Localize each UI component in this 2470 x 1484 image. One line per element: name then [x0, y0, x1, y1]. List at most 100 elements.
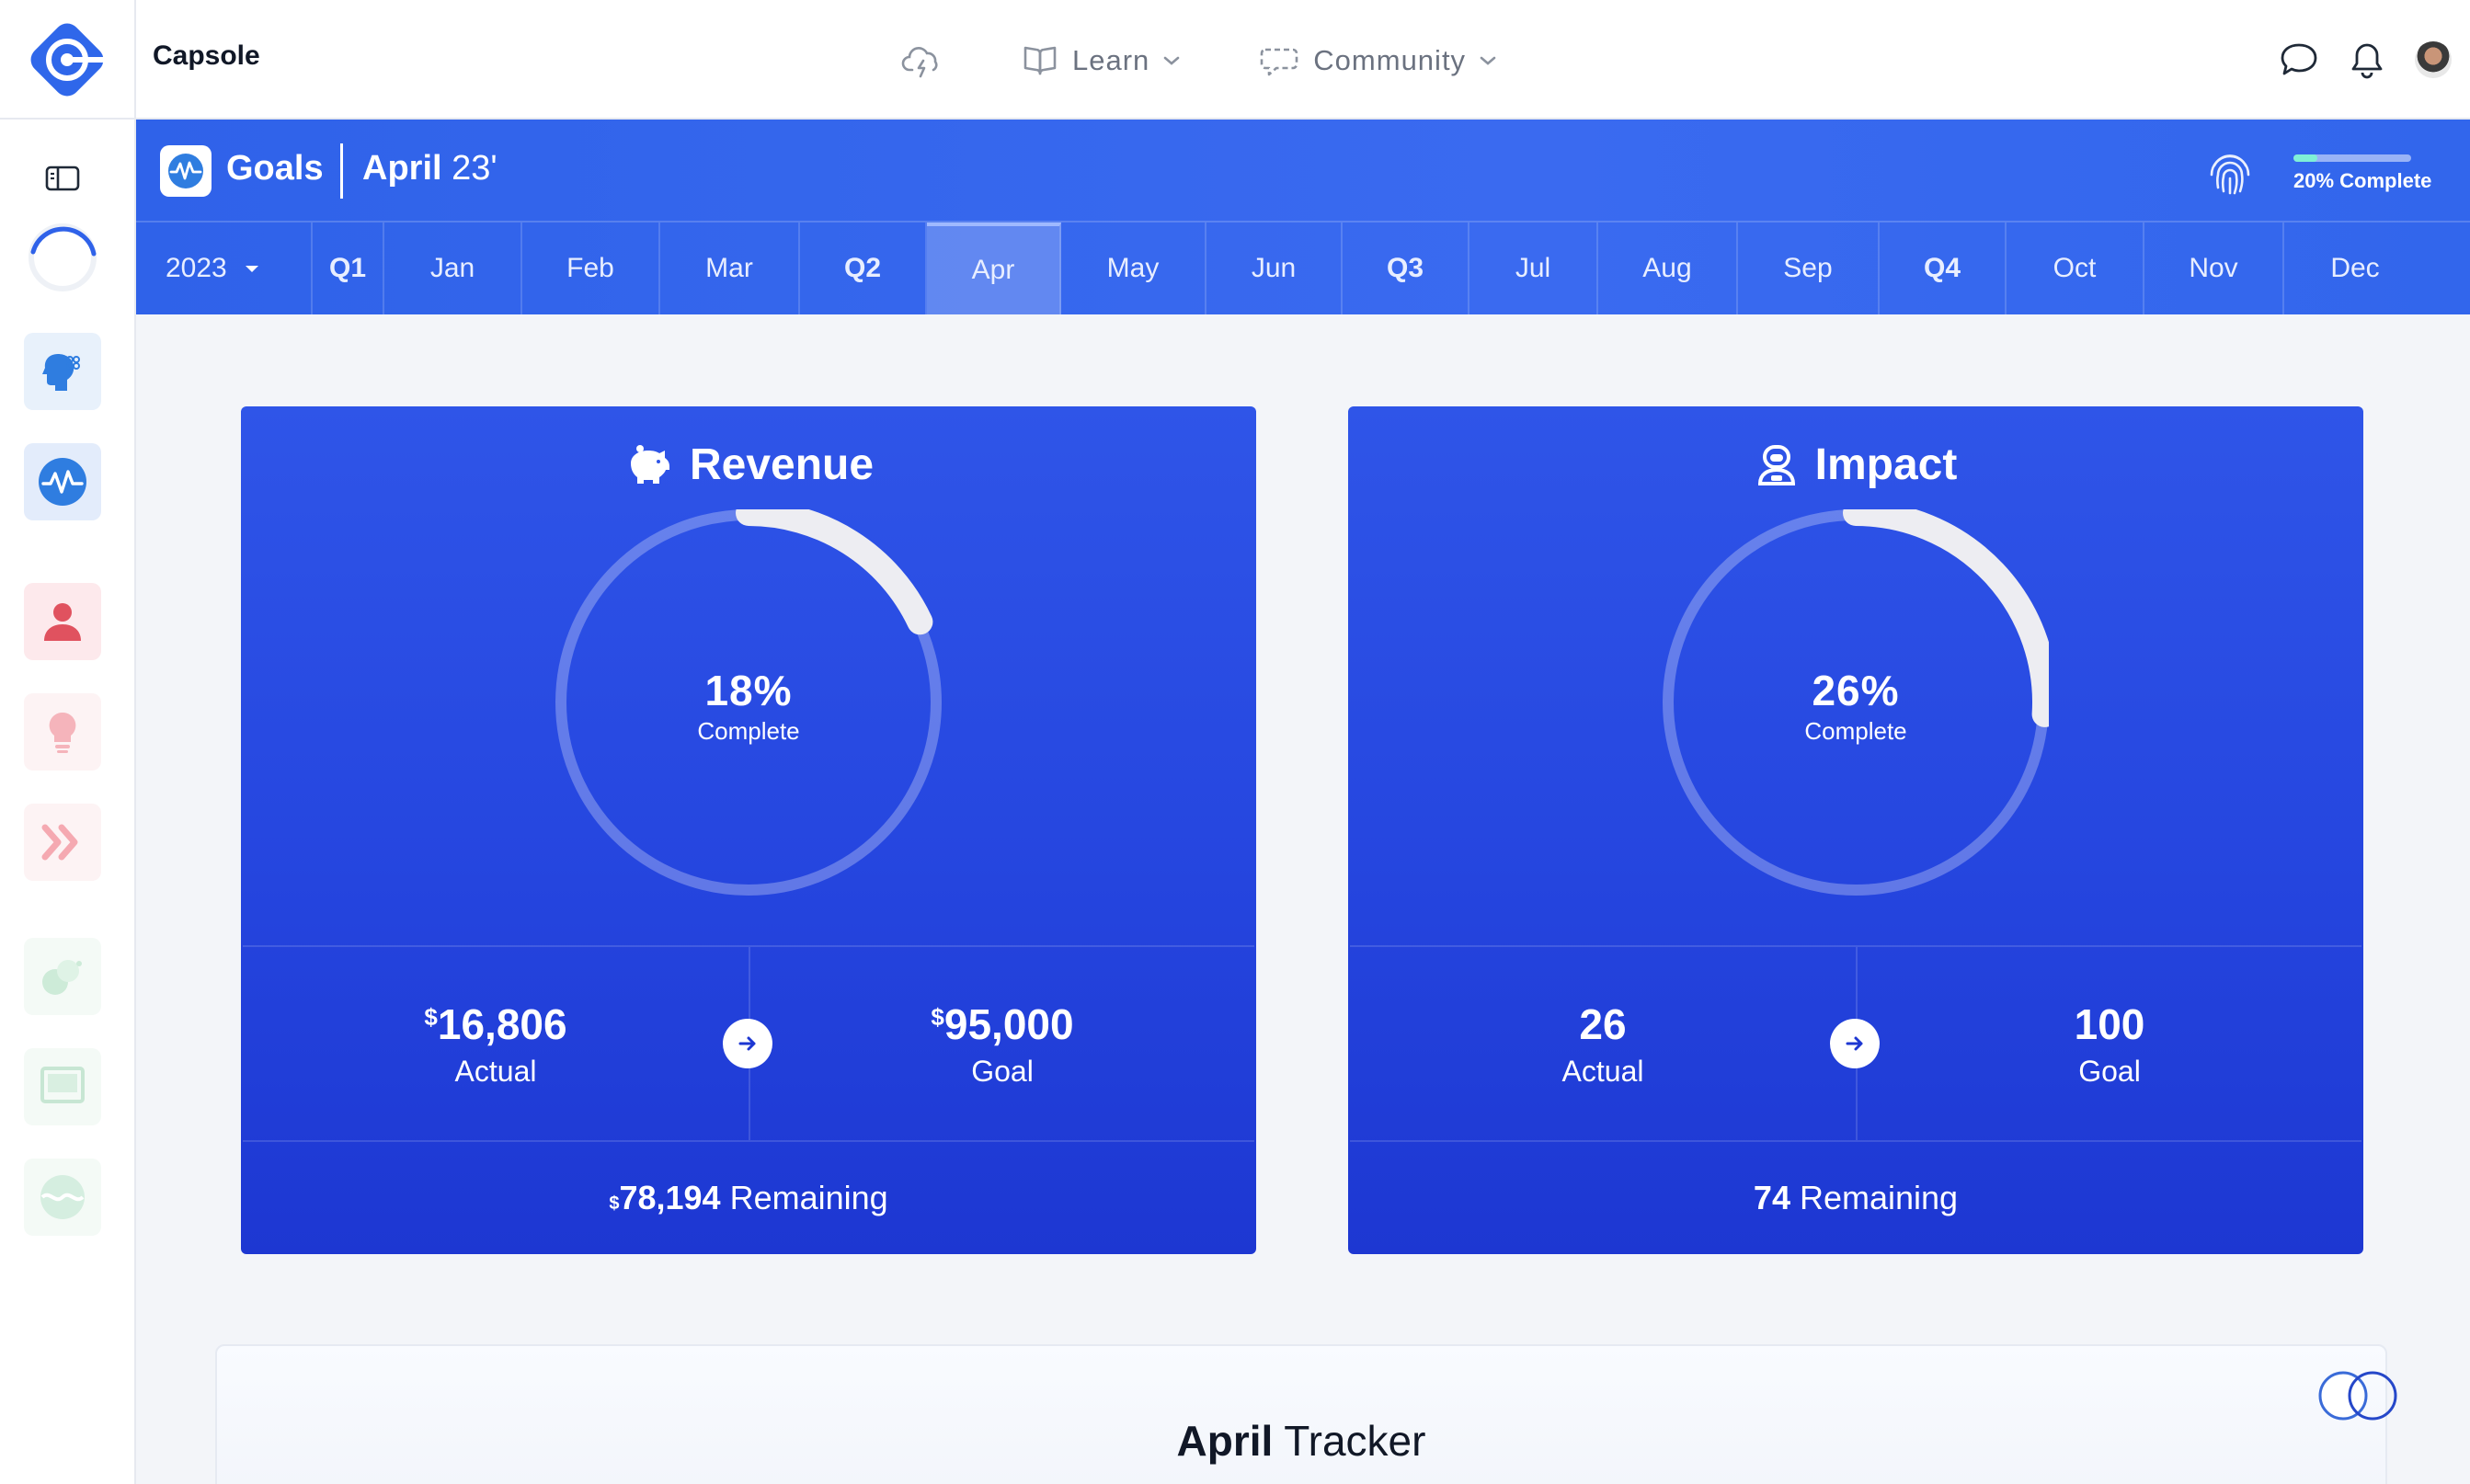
sidebar-item-forward[interactable] [24, 804, 101, 881]
view-toggle-icon[interactable] [2316, 1368, 2417, 1423]
sidebar-item-goals[interactable] [24, 443, 101, 520]
nav-item-learn[interactable]: Learn [1021, 42, 1181, 79]
impact-complete-label: Complete [1804, 717, 1907, 745]
sidebar-item-people[interactable] [24, 583, 101, 660]
sidebar-panel-toggle[interactable] [24, 140, 101, 217]
currency-symbol: $ [931, 1002, 944, 1031]
pulse-icon [39, 458, 86, 506]
avatar[interactable] [2415, 41, 2452, 78]
overall-progress: 20% Complete [2293, 154, 2431, 193]
current-month: April [362, 149, 442, 188]
tab-q2[interactable]: Q2 [800, 223, 927, 314]
impact-goal-value: 100 [2074, 999, 2145, 1048]
revenue-ring-text: 18% Complete [555, 666, 942, 746]
impact-remaining: 74 Remaining [1348, 1142, 2363, 1254]
tab-q1[interactable]: Q1 [313, 223, 384, 314]
fingerprint-icon[interactable] [2205, 147, 2255, 197]
tracker-title-rest: Tracker [1284, 1417, 1426, 1465]
year-select-value: 2023 [166, 253, 227, 283]
arrow-right-icon [738, 1036, 756, 1051]
impact-percent: 26% [1812, 667, 1900, 714]
revenue-card: Revenue 18% Complete $16,806 Actual $95,… [241, 406, 1256, 1254]
tab-may[interactable]: May [1061, 223, 1206, 314]
capsole-logo-icon [30, 23, 108, 97]
revenue-goal-value: $95,000 [931, 999, 1073, 1049]
tab-q4[interactable]: Q4 [1880, 223, 2007, 314]
lightbulb-icon [49, 712, 76, 753]
tab-aug[interactable]: Aug [1598, 223, 1738, 314]
tab-apr[interactable]: Apr [927, 223, 1061, 314]
currency-symbol: $ [609, 1193, 620, 1214]
goals-header: Goals April 23' 20% Complete [136, 120, 2470, 314]
logo[interactable] [0, 0, 136, 120]
title-divider [340, 143, 343, 199]
caret-down-icon [245, 266, 258, 272]
sidebar-item-progress[interactable] [24, 219, 101, 296]
revenue-goal: $95,000 Goal [749, 947, 1254, 1140]
tracker-title-month: April [1176, 1417, 1274, 1465]
cloud-bolt-icon [901, 47, 938, 78]
page-title: Goals [226, 149, 324, 188]
panel-toggle-icon [45, 166, 80, 191]
revenue-remaining: $78,194 Remaining [241, 1142, 1256, 1254]
bell-icon[interactable] [2349, 40, 2385, 79]
revenue-progress-arc [736, 509, 933, 635]
pulse-icon [168, 154, 203, 188]
tab-sep[interactable]: Sep [1738, 223, 1880, 314]
current-year: 23' [452, 149, 497, 188]
tab-feb[interactable]: Feb [522, 223, 660, 314]
tab-jun[interactable]: Jun [1206, 223, 1343, 314]
brain-icon [42, 354, 80, 391]
chevron-down-icon [1480, 56, 1496, 65]
person-icon [44, 603, 81, 641]
revenue-actual-label: Actual [454, 1054, 537, 1088]
top-right-actions [2279, 28, 2470, 92]
impact-card-title: Impact [1348, 439, 2363, 490]
tab-jan[interactable]: Jan [384, 223, 522, 314]
sidebar-item-ideas[interactable] [24, 693, 101, 771]
year-select[interactable]: 2023 [136, 223, 313, 314]
impact-progress-arc [1843, 509, 2049, 727]
nav-item-sync[interactable] [901, 42, 943, 79]
tab-mar[interactable]: Mar [660, 223, 800, 314]
goals-title-row: Goals April 23' 20% Complete [136, 120, 2470, 223]
sidebar-item-bubbles[interactable] [24, 938, 101, 1015]
revenue-actual: $16,806 Actual [243, 947, 749, 1140]
revenue-arrow-button[interactable] [723, 1019, 772, 1068]
chevrons-icon [41, 824, 78, 861]
book-icon [1023, 46, 1057, 75]
period-tabs: 2023 Q1 Jan Feb Mar Q2 Apr May Jun Q3 Ju… [136, 223, 2470, 314]
revenue-card-title: Revenue [241, 439, 1256, 490]
tab-oct[interactable]: Oct [2007, 223, 2144, 314]
nav-item-learn-label: Learn [1072, 44, 1150, 76]
chevron-down-icon [1163, 56, 1180, 65]
nav-item-community[interactable]: Community [1258, 42, 1497, 79]
nav-item-community-label: Community [1313, 44, 1467, 76]
impact-remaining-label: Remaining [1799, 1179, 1959, 1216]
impact-arrow-button[interactable] [1830, 1019, 1880, 1068]
message-icon[interactable] [2279, 40, 2319, 79]
revenue-remaining-amount: 78,194 [619, 1179, 721, 1216]
impact-remaining-amount: 74 [1753, 1179, 1790, 1216]
tab-dec[interactable]: Dec [2330, 253, 2380, 283]
impact-actual-label: Actual [1561, 1054, 1644, 1088]
revenue-actual-amount: 16,806 [437, 999, 567, 1048]
wave-icon [40, 1175, 85, 1219]
chat-bubble-icon [1260, 48, 1298, 76]
progress-ring-icon [29, 223, 97, 291]
revenue-remaining-label: Remaining [729, 1179, 888, 1216]
impact-actual-value: 26 [1579, 999, 1627, 1048]
progress-bar [2293, 154, 2411, 162]
sidebar-item-brain[interactable] [24, 333, 101, 410]
tab-nov[interactable]: Nov [2144, 223, 2284, 314]
revenue-progress-ring [555, 509, 942, 896]
tab-q3[interactable]: Q3 [1343, 223, 1469, 314]
sidebar-item-wave[interactable] [24, 1159, 101, 1236]
revenue-actual-value: $16,806 [424, 999, 566, 1049]
tab-jul[interactable]: Jul [1469, 223, 1598, 314]
revenue-title: Revenue [689, 440, 875, 489]
sidebar-item-monitor[interactable] [24, 1048, 101, 1125]
impact-card: Impact 26% Complete 26 Actual 100 Goal 7… [1348, 406, 2363, 1254]
impact-actual: 26 Actual [1350, 947, 1856, 1140]
